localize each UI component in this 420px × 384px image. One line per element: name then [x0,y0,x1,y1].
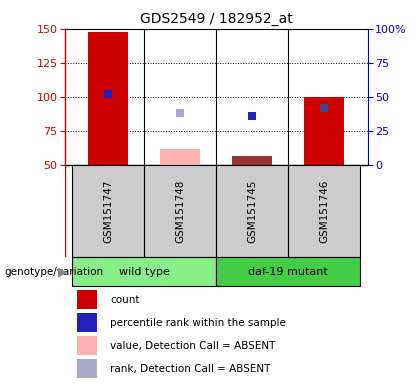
Bar [77,290,97,309]
Text: percentile rank within the sample: percentile rank within the sample [110,318,286,328]
Text: GSM151746: GSM151746 [319,179,329,243]
Bar [144,165,216,257]
Bar [72,165,144,257]
Text: GSM151745: GSM151745 [247,179,257,243]
Bar [72,257,216,286]
Text: count: count [110,295,140,305]
Text: rank, Detection Call = ABSENT: rank, Detection Call = ABSENT [110,364,270,374]
Bar [160,149,200,165]
Point [249,113,256,119]
Bar [77,313,97,332]
Text: GSM151748: GSM151748 [175,179,185,243]
Bar [89,31,128,165]
Bar [304,97,344,165]
Bar [233,156,272,165]
Bar [216,165,288,257]
Text: genotype/variation: genotype/variation [4,266,103,277]
Point [105,91,112,97]
Bar [288,165,360,257]
Point [177,110,184,116]
Title: GDS2549 / 182952_at: GDS2549 / 182952_at [140,12,293,26]
Text: GSM151747: GSM151747 [103,179,113,243]
Text: wild type: wild type [119,266,170,277]
Text: value, Detection Call = ABSENT: value, Detection Call = ABSENT [110,341,276,351]
Point [321,105,328,111]
Text: daf-19 mutant: daf-19 mutant [248,266,328,277]
Bar [216,257,360,286]
Bar [77,359,97,378]
Bar [77,336,97,355]
Text: ▶: ▶ [58,265,67,278]
